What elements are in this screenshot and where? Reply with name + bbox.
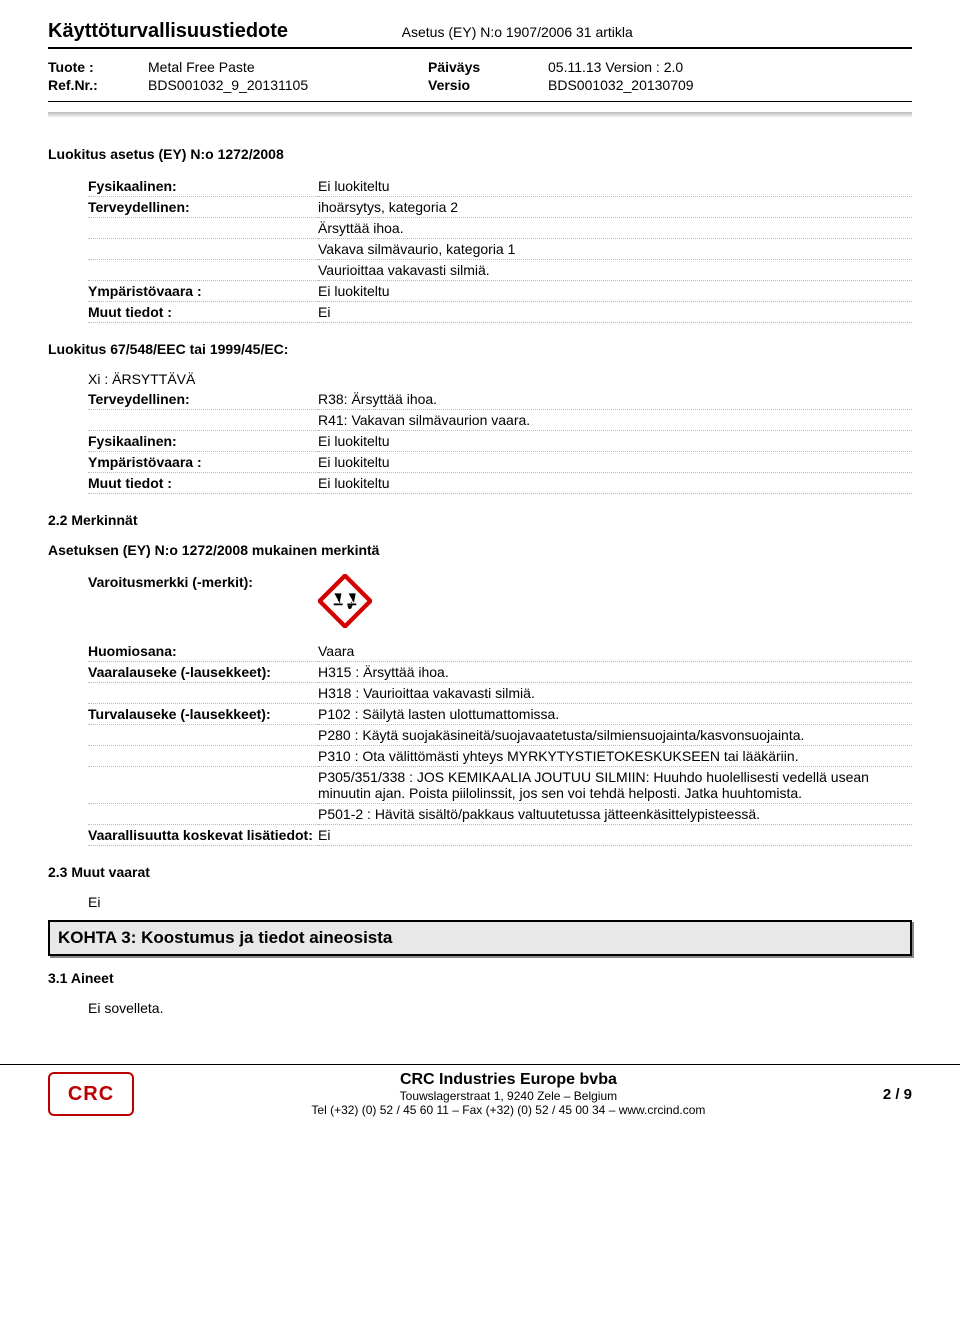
row-value: Vaurioittaa vakavasti silmiä. [318, 260, 912, 281]
doc-title: Käyttöturvallisuustiedote [48, 20, 288, 43]
section-2-3-value: Ei [88, 894, 912, 910]
p-statement: P310 : Ota välittömästi yhteys MYRKYTYST… [318, 746, 912, 767]
header-meta: Tuote : Metal Free Paste Päiväys 05.11.1… [48, 59, 912, 93]
ref-label: Ref.Nr.: [48, 77, 148, 93]
section-3-banner: KOHTA 3: Koostumus ja tiedot aineosista [48, 920, 912, 956]
dsd-heading: Luokitus 67/548/EEC tai 1999/45/EC: [48, 341, 912, 357]
ref-value: BDS001032_9_20131105 [148, 77, 428, 93]
dsd-table: Terveydellinen: R38: Ärsyttää ihoa. R41:… [88, 389, 912, 494]
row-label: Terveydellinen: [88, 197, 318, 218]
p-statement: P280 : Käytä suojakäsineitä/suojavaatetu… [318, 725, 912, 746]
signal-value: Vaara [318, 641, 912, 662]
row-label: Fysikaalinen: [88, 431, 318, 452]
version-label: Versio [428, 77, 548, 93]
version-value: BDS001032_20130709 [548, 77, 912, 93]
row-label: Muut tiedot : [88, 302, 318, 323]
row-value: R41: Vakavan silmävaurion vaara. [318, 410, 912, 431]
section-2-3: 2.3 Muut vaarat [48, 864, 912, 880]
row-label: Ympäristövaara : [88, 452, 318, 473]
row-label: Muut tiedot : [88, 473, 318, 494]
row-value: Ei luokiteltu [318, 281, 912, 302]
p-statement: P501-2 : Hävitä sisältö/pakkaus valtuute… [318, 804, 912, 825]
row-label: Fysikaalinen: [88, 176, 318, 197]
footer-company: CRC Industries Europe bvba [134, 1071, 883, 1089]
p-statement: P305/351/338 : JOS KEMIKAALIA JOUTUU SIL… [318, 767, 912, 804]
row-value: R38: Ärsyttää ihoa. [318, 389, 912, 410]
row-value: Ei luokiteltu [318, 452, 912, 473]
footer-contact: Tel (+32) (0) 52 / 45 60 11 – Fax (+32) … [134, 1103, 883, 1117]
row-value: Ärsyttää ihoa. [318, 218, 912, 239]
section-3-1: 3.1 Aineet [48, 970, 912, 986]
regulation-line: Asetus (EY) N:o 1907/2006 31 artikla [402, 24, 633, 40]
section-3-1-value: Ei sovelleta. [88, 1000, 912, 1016]
supp-label: Vaarallisuutta koskevat lisätiedot: [88, 825, 318, 846]
pictogram-cell [318, 572, 912, 641]
row-label: Ympäristövaara : [88, 281, 318, 302]
row-value: Vakava silmävaurio, kategoria 1 [318, 239, 912, 260]
supp-value: Ei [318, 825, 912, 846]
signal-label: Huomiosana: [88, 641, 318, 662]
date-value: 05.11.13 Version : 2.0 [548, 59, 912, 75]
clp-heading: Luokitus asetus (EY) N:o 1272/2008 [48, 146, 912, 162]
labeling-heading: Asetuksen (EY) N:o 1272/2008 mukainen me… [48, 542, 912, 558]
product-label: Tuote : [48, 59, 148, 75]
divider [48, 47, 912, 49]
hazard-label: Vaaralauseke (-lausekkeet): [88, 662, 318, 683]
footer-address: Touwslagerstraat 1, 9240 Zele – Belgium [134, 1089, 883, 1103]
labeling-table: Varoitusmerkki (-merkit): [88, 572, 912, 846]
ghs-corrosion-icon [318, 574, 372, 628]
section-2-2: 2.2 Merkinnät [48, 512, 912, 528]
product-value: Metal Free Paste [148, 59, 428, 75]
row-value: Ei luokiteltu [318, 431, 912, 452]
clp-table: Fysikaalinen: Ei luokiteltu Terveydellin… [88, 176, 912, 323]
row-value: Ei [318, 302, 912, 323]
page-footer: CRC CRC Industries Europe bvba Touwslage… [0, 1064, 960, 1127]
row-value: ihoärsytys, kategoria 2 [318, 197, 912, 218]
xi-line: Xi : ÄRSYTTÄVÄ [88, 371, 912, 387]
row-value: Ei luokiteltu [318, 176, 912, 197]
page-number: 2 / 9 [883, 1086, 912, 1103]
p-statement: P102 : Säilytä lasten ulottumattomissa. [318, 704, 912, 725]
row-label: Terveydellinen: [88, 389, 318, 410]
h-statement: H318 : Vaurioittaa vakavasti silmiä. [318, 683, 912, 704]
shadow-bar [48, 112, 912, 118]
crc-logo-icon: CRC [48, 1072, 134, 1116]
date-label: Päiväys [428, 59, 548, 75]
pictogram-label: Varoitusmerkki (-merkit): [88, 572, 318, 641]
h-statement: H315 : Ärsyttää ihoa. [318, 662, 912, 683]
row-value: Ei luokiteltu [318, 473, 912, 494]
prec-label: Turvalauseke (-lausekkeet): [88, 704, 318, 725]
divider [48, 101, 912, 102]
